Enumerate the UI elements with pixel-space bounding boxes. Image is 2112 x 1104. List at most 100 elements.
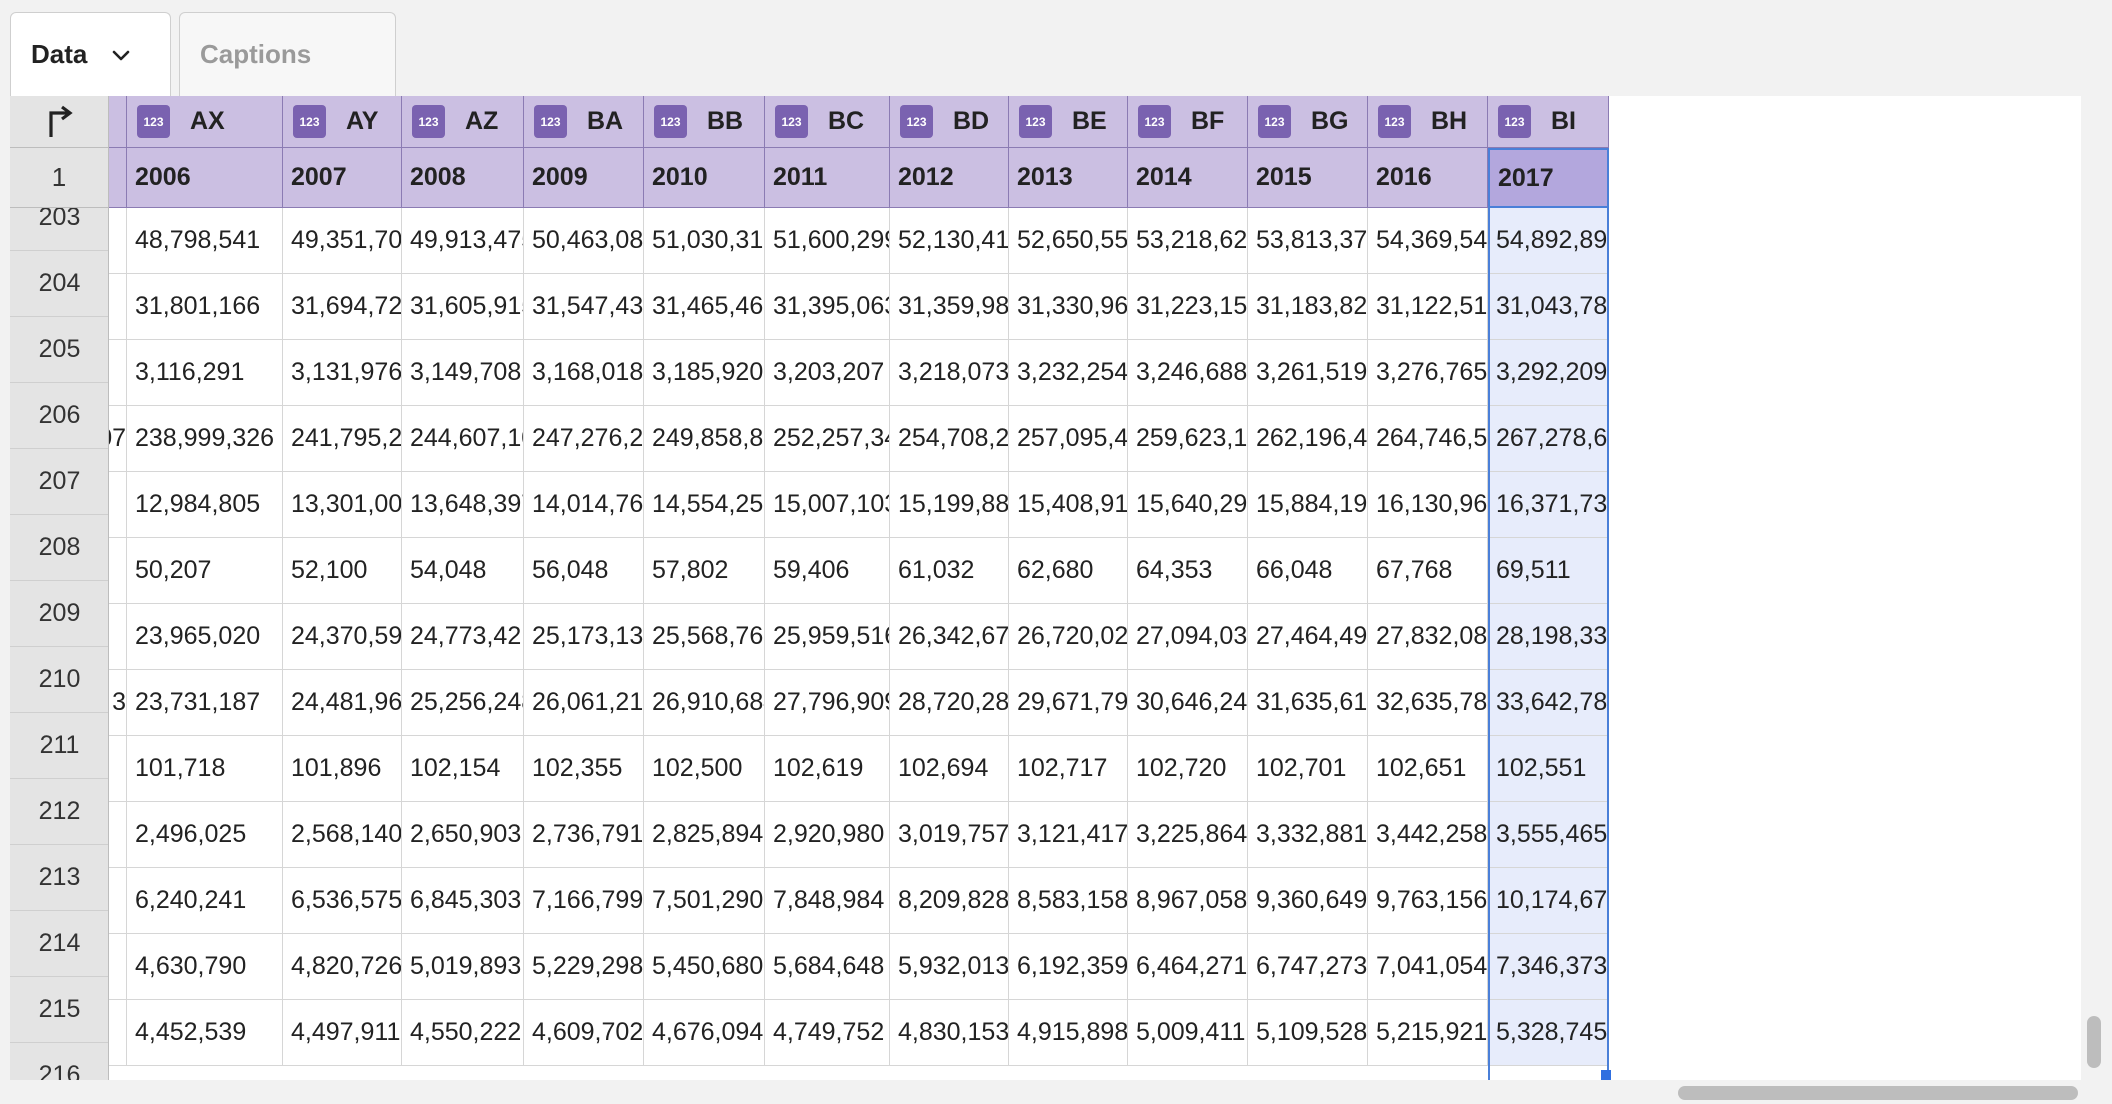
table-cell[interactable]: 102,619 — [765, 736, 890, 802]
table-cell[interactable]: 14,554,257 — [644, 472, 765, 538]
table-cell[interactable]: 6,192,359 — [1009, 934, 1128, 1000]
table-cell[interactable]: 102,720 — [1128, 736, 1248, 802]
column-header-ax[interactable]: 123 AX — [127, 96, 283, 148]
column-header-be[interactable]: 123 BE — [1009, 96, 1128, 148]
table-cell[interactable]: 264,746,567 — [1368, 406, 1488, 472]
table-cell[interactable]: 8,209,828 — [890, 868, 1009, 934]
row-number[interactable]: 207 — [10, 449, 108, 515]
table-cell[interactable]: 3,203,207 — [765, 340, 890, 406]
row-number[interactable]: 215 — [10, 977, 108, 1043]
table-cell[interactable]: 3,292,209 — [1488, 340, 1609, 406]
table-cell[interactable]: 262,196,447 — [1248, 406, 1368, 472]
table-cell[interactable]: 5,328,745 — [1488, 1000, 1609, 1066]
table-cell[interactable]: 16,371,730 — [1488, 472, 1609, 538]
numeric-type-icon[interactable]: 123 — [1138, 105, 1171, 138]
table-cell[interactable]: 31,605,915 — [402, 274, 524, 340]
table-cell[interactable]: 31,465,465 — [644, 274, 765, 340]
table-cell[interactable]: 4,609,702 — [524, 1000, 644, 1066]
column-name-bb[interactable]: 2010 — [644, 148, 765, 208]
table-cell[interactable]: 5,019,893 — [402, 934, 524, 1000]
column-name-ay[interactable]: 2007 — [283, 148, 402, 208]
table-cell-partial[interactable]: 3 — [109, 670, 127, 736]
numeric-type-icon[interactable]: 123 — [1258, 105, 1291, 138]
horizontal-scroll-thumb[interactable] — [1678, 1086, 2078, 1100]
table-cell[interactable]: 5,932,013 — [890, 934, 1009, 1000]
row-number[interactable]: 213 — [10, 845, 108, 911]
numeric-type-icon[interactable]: 123 — [1378, 105, 1411, 138]
table-cell[interactable]: 102,551 — [1488, 736, 1609, 802]
table-cell[interactable]: 15,199,882 — [890, 472, 1009, 538]
table-cell[interactable]: 3,332,881 — [1248, 802, 1368, 868]
column-header-az[interactable]: 123 AZ — [402, 96, 524, 148]
table-cell[interactable]: 31,547,432 — [524, 274, 644, 340]
table-cell[interactable]: 27,832,085 — [1368, 604, 1488, 670]
table-cell[interactable]: 3,149,708 — [402, 340, 524, 406]
table-cell[interactable]: 50,207 — [127, 538, 283, 604]
table-cell[interactable]: 102,717 — [1009, 736, 1128, 802]
table-cell[interactable]: 2,825,894 — [644, 802, 765, 868]
table-cell[interactable]: 15,007,103 — [765, 472, 890, 538]
tab-captions[interactable]: Captions — [179, 12, 396, 96]
table-cell[interactable]: 102,701 — [1248, 736, 1368, 802]
table-cell-partial[interactable] — [109, 934, 127, 1000]
table-cell[interactable]: 51,030,310 — [644, 208, 765, 274]
table-cell[interactable]: 24,370,591 — [283, 604, 402, 670]
table-cell[interactable]: 4,915,898 — [1009, 1000, 1128, 1066]
column-header-partial[interactable] — [109, 96, 127, 148]
column-header-bd[interactable]: 123 BD — [890, 96, 1009, 148]
table-cell[interactable]: 27,796,909 — [765, 670, 890, 736]
table-cell[interactable]: 26,061,216 — [524, 670, 644, 736]
table-cell[interactable]: 6,845,303 — [402, 868, 524, 934]
table-cell-partial[interactable] — [109, 802, 127, 868]
table-cell[interactable]: 54,892,898 — [1488, 208, 1609, 274]
table-cell[interactable]: 28,720,281 — [890, 670, 1009, 736]
table-cell-partial[interactable] — [109, 1000, 127, 1066]
table-cell[interactable]: 62,680 — [1009, 538, 1128, 604]
table-cell[interactable]: 26,910,684 — [644, 670, 765, 736]
table-cell[interactable]: 4,550,222 — [402, 1000, 524, 1066]
table-cell-partial[interactable] — [109, 208, 127, 274]
table-cell[interactable]: 102,355 — [524, 736, 644, 802]
selection-fill-handle[interactable] — [1601, 1070, 1611, 1080]
table-cell[interactable]: 49,351,705 — [283, 208, 402, 274]
table-cell[interactable]: 7,501,290 — [644, 868, 765, 934]
table-cell[interactable]: 30,646,249 — [1128, 670, 1248, 736]
numeric-type-icon[interactable]: 123 — [534, 105, 567, 138]
table-cell[interactable]: 7,166,799 — [524, 868, 644, 934]
table-cell[interactable]: 66,048 — [1248, 538, 1368, 604]
table-cell[interactable]: 5,450,680 — [644, 934, 765, 1000]
table-cell[interactable]: 244,607,104 — [402, 406, 524, 472]
table-cell[interactable]: 7,346,373 — [1488, 934, 1609, 1000]
row-number[interactable]: 214 — [10, 911, 108, 977]
column-header-bf[interactable]: 123 BF — [1128, 96, 1248, 148]
table-cell[interactable]: 48,798,541 — [127, 208, 283, 274]
table-cell[interactable]: 2,920,980 — [765, 802, 890, 868]
table-cell[interactable]: 4,497,911 — [283, 1000, 402, 1066]
table-cell[interactable]: 31,183,824 — [1248, 274, 1368, 340]
table-cell[interactable]: 57,802 — [644, 538, 765, 604]
table-cell[interactable]: 3,218,073 — [890, 340, 1009, 406]
table-cell[interactable]: 3,116,291 — [127, 340, 283, 406]
row-number[interactable]: 206 — [10, 383, 108, 449]
table-cell[interactable]: 8,967,058 — [1128, 868, 1248, 934]
table-cell[interactable]: 4,676,094 — [644, 1000, 765, 1066]
row-number[interactable]: 204 — [10, 251, 108, 317]
table-cell[interactable]: 13,648,397 — [402, 472, 524, 538]
table-cell[interactable]: 2,736,791 — [524, 802, 644, 868]
table-cell[interactable]: 27,094,036 — [1128, 604, 1248, 670]
table-cell[interactable]: 3,225,864 — [1128, 802, 1248, 868]
column-header-bb[interactable]: 123 BB — [644, 96, 765, 148]
table-cell-partial[interactable] — [109, 538, 127, 604]
table-cell[interactable]: 31,395,063 — [765, 274, 890, 340]
table-cell[interactable]: 5,009,411 — [1128, 1000, 1248, 1066]
table-cell[interactable]: 31,801,166 — [127, 274, 283, 340]
table-cell[interactable]: 53,218,629 — [1128, 208, 1248, 274]
table-cell[interactable]: 254,708,202 — [890, 406, 1009, 472]
column-header-ba[interactable]: 123 BA — [524, 96, 644, 148]
row-number[interactable]: 216 — [10, 1043, 108, 1080]
table-cell-partial[interactable] — [109, 274, 127, 340]
column-name-bg[interactable]: 2015 — [1248, 148, 1368, 208]
table-cell[interactable]: 69,511 — [1488, 538, 1609, 604]
numeric-type-icon[interactable]: 123 — [293, 105, 326, 138]
header-row-number[interactable]: 1 — [10, 148, 109, 208]
